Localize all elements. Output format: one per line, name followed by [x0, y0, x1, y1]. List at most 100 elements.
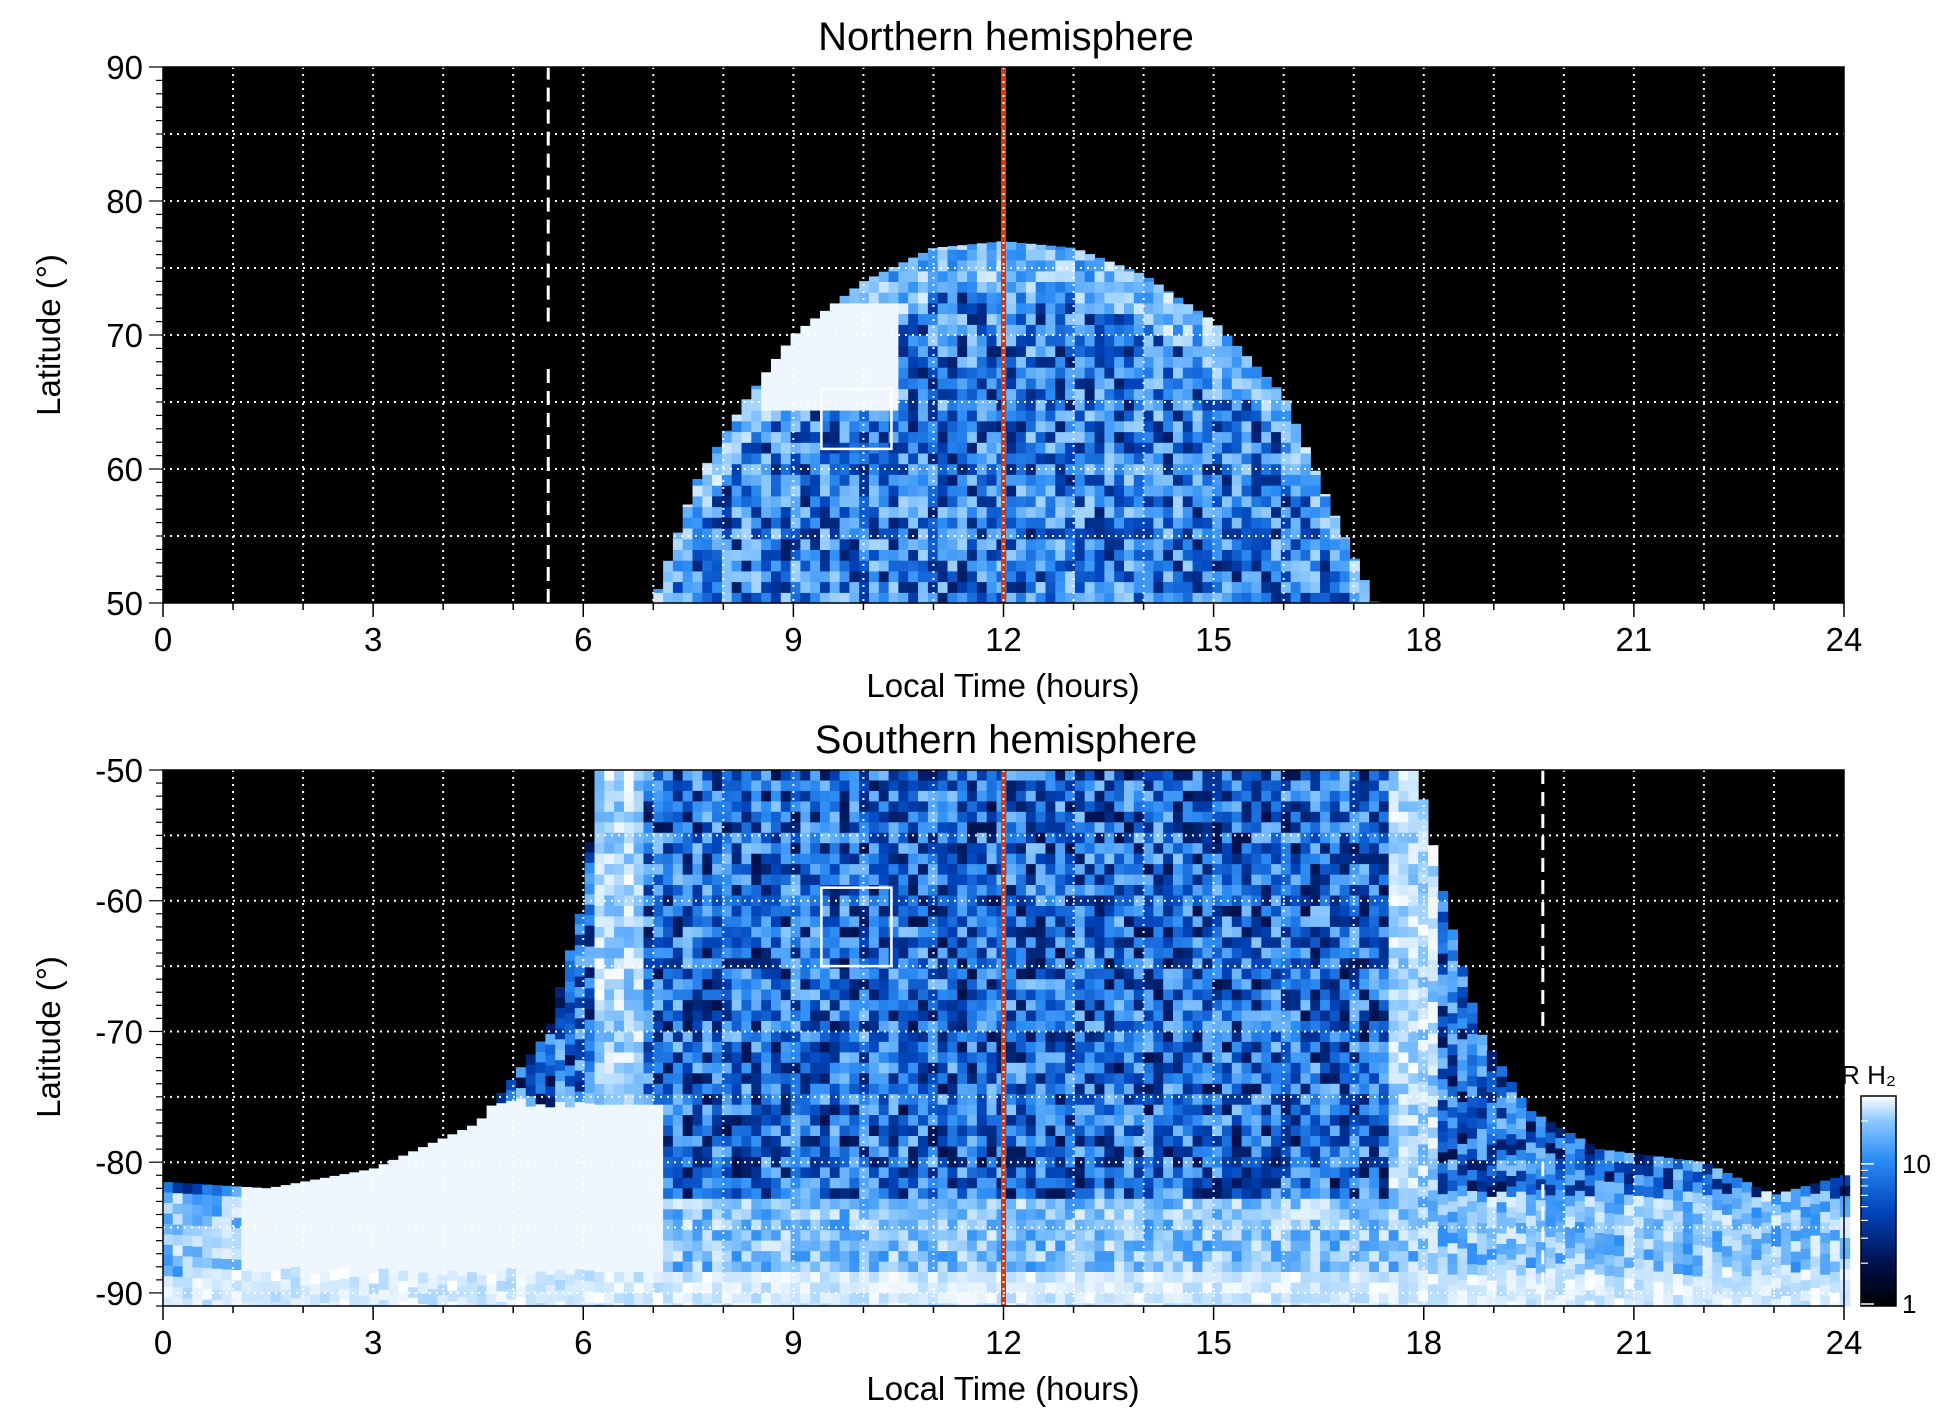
intensity-cell — [457, 1255, 468, 1267]
intensity-cell — [1280, 506, 1292, 518]
intensity-cell — [947, 1303, 958, 1307]
intensity-cell — [378, 1247, 390, 1259]
intensity-cell — [761, 592, 772, 604]
intensity-cell — [643, 1292, 654, 1304]
intensity-cell — [839, 1136, 850, 1148]
intensity-cell — [574, 1049, 586, 1061]
intensity-cell — [976, 302, 988, 315]
intensity-cell — [731, 1073, 743, 1085]
intensity-cell — [516, 1213, 527, 1225]
intensity-cell — [1202, 399, 1213, 411]
intensity-cell — [986, 377, 998, 390]
intensity-cell — [643, 1052, 654, 1064]
intensity-cell — [555, 1175, 566, 1187]
intensity-cell — [1192, 420, 1203, 433]
intensity-cell — [594, 1272, 605, 1284]
intensity-cell — [682, 906, 694, 918]
intensity-cell — [1133, 549, 1145, 561]
intensity-cell — [790, 822, 801, 834]
intensity-cell — [1114, 506, 1125, 518]
intensity-cell — [1114, 399, 1125, 411]
intensity-cell — [967, 832, 978, 844]
intensity-cell — [663, 1104, 674, 1116]
intensity-cell — [329, 1186, 341, 1198]
intensity-cell — [731, 1251, 743, 1263]
intensity-cell — [1084, 292, 1096, 304]
intensity-cell — [672, 1219, 684, 1231]
intensity-cell — [927, 1303, 939, 1307]
intensity-cell — [516, 1171, 527, 1183]
intensity-cell — [761, 581, 772, 593]
intensity-cell — [672, 1282, 684, 1294]
intensity-cell — [888, 485, 899, 497]
intensity-cell — [731, 1209, 743, 1221]
intensity-cell — [761, 1282, 772, 1294]
intensity-cell — [957, 1282, 968, 1294]
intensity-cell — [829, 979, 841, 991]
intensity-cell — [967, 410, 978, 422]
intensity-cell — [663, 1136, 674, 1148]
intensity-cell — [692, 1198, 703, 1210]
intensity-cell — [1300, 474, 1311, 486]
intensity-cell — [1025, 570, 1037, 583]
intensity-cell — [672, 1104, 684, 1116]
intensity-cell — [937, 1240, 949, 1252]
intensity-cell — [672, 1177, 684, 1189]
intensity-cell — [574, 1248, 586, 1260]
intensity-cell — [957, 989, 968, 1001]
intensity-cell — [1202, 377, 1213, 390]
intensity-cell — [741, 832, 752, 844]
intensity-cell — [878, 1041, 890, 1053]
intensity-cell — [878, 1104, 890, 1116]
intensity-cell — [839, 1052, 850, 1064]
intensity-cell — [663, 1272, 674, 1284]
intensity-cell — [829, 549, 841, 561]
intensity-cell — [1016, 345, 1027, 357]
intensity-cell — [1153, 452, 1164, 465]
intensity-cell — [643, 916, 654, 928]
intensity-cell — [388, 1233, 399, 1245]
intensity-cell — [565, 971, 576, 983]
intensity-cell — [349, 1287, 360, 1299]
intensity-cell — [839, 1010, 850, 1022]
intensity-cell — [1212, 442, 1223, 454]
intensity-cell — [1065, 517, 1076, 529]
intensity-cell — [1124, 581, 1135, 593]
intensity-cell — [721, 937, 733, 949]
intensity-cell — [937, 864, 949, 876]
intensity-cell — [682, 528, 694, 540]
intensity-cell — [1114, 570, 1125, 583]
intensity-cell — [672, 592, 684, 604]
intensity-cell — [898, 1157, 909, 1169]
intensity-cell — [937, 1282, 949, 1294]
intensity-cell — [888, 1261, 899, 1273]
intensity-cell — [829, 1177, 841, 1189]
intensity-cell — [1231, 570, 1243, 583]
intensity-cell — [1310, 560, 1321, 572]
intensity-cell — [1006, 1052, 1017, 1064]
intensity-cell — [947, 947, 958, 959]
intensity-cell — [918, 1198, 929, 1210]
intensity-cell — [172, 1182, 184, 1194]
intensity-cell — [1182, 313, 1194, 325]
intensity-cell — [182, 1183, 193, 1195]
intensity-cell — [986, 1115, 998, 1127]
intensity-cell — [967, 1083, 978, 1095]
intensity-cell — [604, 916, 615, 928]
intensity-cell — [672, 780, 684, 792]
intensity-cell — [947, 246, 958, 250]
intensity-cell — [829, 1062, 841, 1074]
intensity-cell — [721, 549, 733, 561]
intensity-cell — [898, 1052, 909, 1064]
intensity-cell — [741, 506, 752, 518]
intensity-cell — [986, 906, 998, 918]
intensity-cell — [1065, 452, 1076, 465]
intensity-cell — [986, 832, 998, 844]
intensity-cell — [967, 906, 978, 918]
intensity-cell — [771, 770, 782, 782]
intensity-cell — [937, 1031, 949, 1043]
intensity-cell — [672, 538, 684, 550]
intensity-cell — [1192, 310, 1203, 315]
intensity-cell — [957, 801, 968, 813]
intensity-cell — [555, 1112, 566, 1124]
